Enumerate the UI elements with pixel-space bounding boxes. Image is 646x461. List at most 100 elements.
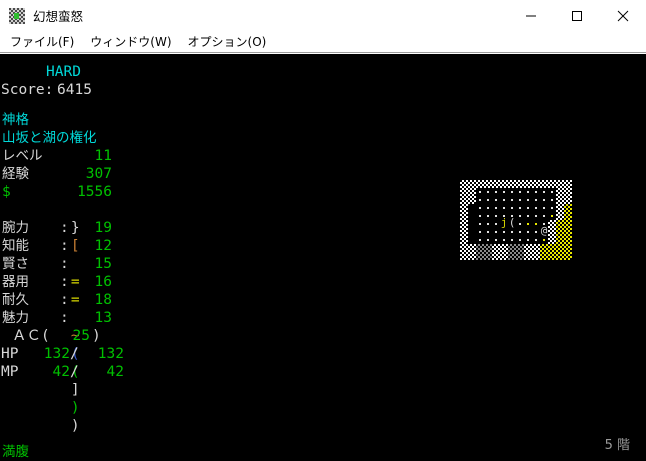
attr-str-sep: : [60,220,69,236]
bottom-status-block: 満腹 浮遊 7日目 2:00 夢殿大祀廟の洞窟 [0,443,340,461]
item-glyph-paren: ( [508,216,516,229]
attr-str-label: 腕力 [2,220,29,236]
close-button[interactable] [600,0,646,31]
map-cell-floor-yellow [564,244,572,252]
map-cell-floor-yellow-dot [532,220,540,228]
game-viewport[interactable]: HARD Score: 6415 神格 山坂と湖の権化 レベル 11 経験 30… [0,54,646,461]
map-cell-floor [476,212,484,220]
map-cell-void [548,172,556,180]
map-cell-void [508,260,516,268]
map-cell-floor [484,212,492,220]
map-cell-void [572,196,580,204]
map-cell-void [452,220,460,228]
map-cell-wall [556,180,564,188]
item-glyph-paren-cell[interactable]: ( [508,216,516,229]
map-cell-wall [468,196,476,204]
map-cell-wall-yellow [564,228,572,236]
map-cell-wall-grey [484,244,492,252]
map-cell-floor [476,228,484,236]
map-cell-floor [500,236,508,244]
map-cell-wall-yellow [556,220,564,228]
map-cell-wall-yellow [564,220,572,228]
map-cell-floor [516,220,524,228]
map-cell-wall-grey [476,244,484,252]
player-glyph-cell[interactable]: @ [540,224,548,237]
ac-close-paren: ) [92,328,101,344]
map-cell-wall [460,212,468,220]
map-cell-wall [460,188,468,196]
map-cell-floor [476,220,484,228]
hp-label: HP [1,346,19,362]
attr-dex-sep: : [60,274,69,290]
map-cell-floor-yellow [556,244,564,252]
level-label: レベル [2,148,43,164]
map-cell-floor [484,236,492,244]
map-cell-floor [476,236,484,244]
map-cell-floor [476,196,484,204]
equipment-glyph-row[interactable]: } [ = = ~ ( ( ] ) ) [1,201,80,453]
map-cell-void [572,228,580,236]
maximize-button[interactable] [554,0,600,31]
map-cell-void [532,268,540,276]
map-cell-void [572,180,580,188]
window-controls [508,0,646,31]
map-cell-wall [524,180,532,188]
monster-glyph-j-cell[interactable]: j [500,217,508,228]
eq-glyph-tilde: ~ [70,328,80,344]
attr-int-value: 12 [94,238,112,254]
attr-wis-sep: : [60,256,69,272]
map-cell-void [532,172,540,180]
map-cell-wall [500,244,508,252]
menu-option[interactable]: オプション(O) [187,34,267,49]
map-cell-floor [524,204,532,212]
map-cell-wall [468,244,476,252]
map-cell-wall-yellow [564,204,572,212]
map-cell-void [540,268,548,276]
map-cell-void [548,268,556,276]
attr-dex-value: 16 [94,274,112,290]
minimize-button[interactable] [508,0,554,31]
map-cell-wall [532,244,540,252]
map-cell-void [500,260,508,268]
map-cell-wall [508,180,516,188]
eq-glyph-paren-green: ( [70,364,80,380]
map-grid[interactable]: - j( @ [452,172,580,276]
item-glyph-dash-cell[interactable]: - [556,209,564,220]
attr-con-label: 耐久 [2,292,29,308]
map-cell-floor-yellow [540,252,548,260]
map-cell-floor [508,204,516,212]
map-cell-wall [540,180,548,188]
map-cell-floor [500,196,508,204]
map-cell-wall [524,244,532,252]
menu-window[interactable]: ウィンドウ(W) [90,34,172,49]
map-cell-floor [492,212,500,220]
map-cell-void [492,172,500,180]
menu-file[interactable]: ファイル(F) [10,34,75,49]
map-cell-wall [564,188,572,196]
map-cell-floor [532,228,540,236]
player-glyph: @ [540,224,548,237]
map-cell-wall-yellow [556,236,564,244]
map-cell-void [532,260,540,268]
window-title: 幻想蛮怒 [33,9,84,24]
dungeon-minimap[interactable]: - j( @ [452,172,580,276]
map-cell-void [460,268,468,276]
ac-value: 25 [72,328,90,344]
eq-glyph-rbracket: ] [70,382,80,398]
map-cell-wall-grey [484,252,492,260]
map-cell-void [508,172,516,180]
map-cell-void [452,260,460,268]
map-cell-void [492,260,500,268]
class-title: 神格 [2,112,29,128]
map-cell-floor [476,188,484,196]
titlebar[interactable]: 幻想蛮怒 [0,0,646,31]
eq-glyph-rparen-grn: ) [70,400,80,416]
map-cell-floor [476,204,484,212]
map-cell-floor [548,204,556,212]
map-cell-void [492,268,500,276]
map-cell-floor [500,212,508,220]
map-cell-wall-grey [476,252,484,260]
map-cell-floor [492,236,500,244]
map-cell-wall [460,252,468,260]
